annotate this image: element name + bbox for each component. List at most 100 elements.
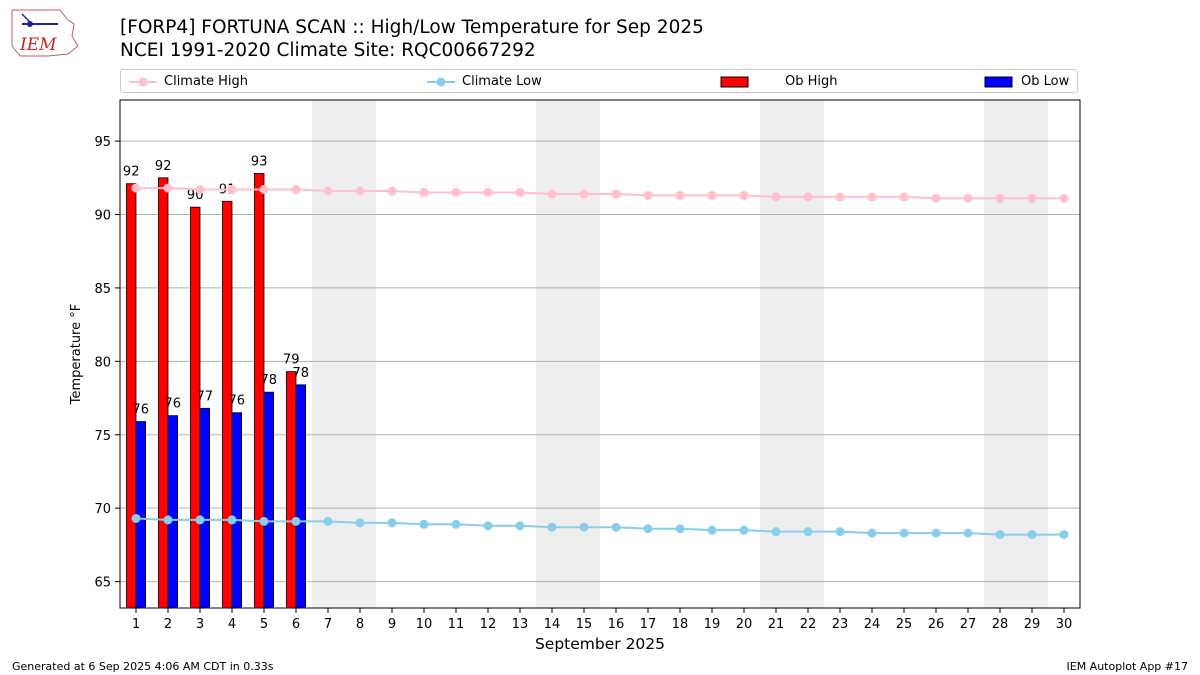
app-credit: IEM Autoplot App #17: [1066, 660, 1189, 673]
x-tick-label: 18: [672, 617, 689, 632]
climate-low-point: [323, 516, 333, 526]
x-tick-label: 30: [1056, 617, 1073, 632]
weekend-shade: [760, 100, 824, 608]
climate-low-point: [451, 519, 461, 529]
climate-low-point: [803, 527, 813, 537]
iem-logo: IEM: [11, 9, 79, 57]
x-axis-label: September 2025: [535, 635, 665, 653]
ob-high-label: 79: [283, 353, 300, 368]
climate-high-point: [323, 186, 333, 196]
x-tick-label: 15: [576, 617, 593, 632]
x-tick-label: 10: [416, 617, 433, 632]
climate-high-point: [483, 187, 493, 197]
climate-high-point: [195, 185, 205, 195]
climate-high-point: [675, 190, 685, 200]
climate-low-point: [931, 528, 941, 538]
x-tick-label: 8: [356, 617, 364, 632]
y-tick-label: 95: [94, 135, 111, 150]
x-tick-label: 2: [164, 617, 172, 632]
climate-high-point: [867, 192, 877, 202]
x-tick-label: 17: [640, 617, 657, 632]
climate-high-point: [1027, 193, 1037, 203]
climate-high-point: [419, 187, 429, 197]
x-tick-label: 27: [960, 617, 977, 632]
climate-high-point: [451, 187, 461, 197]
ob-low-label: 76: [229, 394, 246, 409]
climate-low-point: [995, 530, 1005, 540]
climate-low-point: [867, 528, 877, 538]
climate-low-point: [259, 516, 269, 526]
climate-low-point: [707, 525, 717, 535]
weekend-shade: [984, 100, 1048, 608]
weekend-shade: [536, 100, 600, 608]
ob-low-label: 78: [293, 366, 310, 381]
ob-low-bar: [167, 415, 179, 609]
x-tick-label: 5: [260, 617, 268, 632]
climate-low-point: [131, 513, 141, 523]
ob-high-bar: [126, 183, 137, 609]
y-tick-label: 80: [94, 355, 111, 370]
climate-low-point: [387, 518, 397, 528]
x-tick-label: 16: [608, 617, 625, 632]
iem-logo-text: IEM: [19, 35, 57, 55]
climate-high-point: [259, 185, 269, 195]
climate-high-point: [611, 189, 621, 199]
climate-high-point: [579, 189, 589, 199]
ob-high-label: 93: [251, 154, 268, 169]
climate-high-point: [1059, 193, 1069, 203]
climate-low-point: [419, 519, 429, 529]
y-tick-label: 85: [94, 282, 111, 297]
ob-high-label: 92: [123, 165, 140, 180]
legend-label: Ob High: [785, 74, 838, 89]
climate-high-point: [515, 187, 525, 197]
x-tick-label: 3: [196, 617, 204, 632]
climate-low-line: [135, 517, 1064, 536]
legend-item-climate-low: Climate Low: [425, 73, 585, 91]
climate-low-point: [963, 528, 973, 538]
x-tick-label: 11: [448, 617, 465, 632]
ob-low-bar: [263, 391, 275, 609]
climate-high-point: [707, 190, 717, 200]
climate-high-point: [131, 183, 141, 193]
ob-high-bar: [253, 173, 265, 609]
climate-low-point: [227, 515, 237, 525]
climate-low-point: [643, 524, 653, 534]
climate-high-point: [163, 183, 173, 193]
weekend-shade: [312, 100, 376, 608]
ob-low-label: 77: [197, 389, 214, 404]
ob-low-bar: [231, 412, 243, 609]
climate-low-point: [1027, 530, 1037, 540]
ob-low-label: 76: [165, 397, 182, 412]
climate-high-point: [227, 185, 237, 195]
ob-low-bar: [295, 384, 307, 609]
ob-high-bar: [189, 206, 201, 609]
climate-high-point: [771, 192, 781, 202]
x-tick-label: 7: [324, 617, 332, 632]
legend-label: Climate High: [164, 74, 249, 89]
ob-high-bar: [285, 371, 297, 609]
x-tick-label: 4: [228, 617, 236, 632]
climate-low-point: [611, 522, 621, 532]
ob-low-label: 78: [261, 373, 278, 388]
x-tick-label: 9: [388, 617, 396, 632]
climate-high-point: [355, 186, 365, 196]
climate-low-point: [739, 525, 749, 535]
ob-low-bar: [199, 407, 211, 609]
y-tick-label: 75: [94, 429, 111, 444]
x-tick-label: 22: [800, 617, 817, 632]
climate-low-point: [1059, 530, 1069, 540]
climate-low-point: [291, 516, 301, 526]
climate-low-point: [195, 515, 205, 525]
chart-title: [FORP4] FORTUNA SCAN :: High/Low Tempera…: [120, 17, 704, 38]
climate-low-point: [579, 522, 589, 532]
climate-high-point: [835, 192, 845, 202]
ob-high-label: 92: [155, 159, 172, 174]
legend-item-climate-high: Climate High: [127, 73, 287, 91]
legend-label: Ob Low: [1021, 74, 1070, 89]
x-tick-label: 13: [512, 617, 529, 632]
x-tick-label: 1: [132, 617, 140, 632]
climate-low-point: [835, 527, 845, 537]
climate-low-point: [771, 527, 781, 537]
climate-low-point: [355, 518, 365, 528]
